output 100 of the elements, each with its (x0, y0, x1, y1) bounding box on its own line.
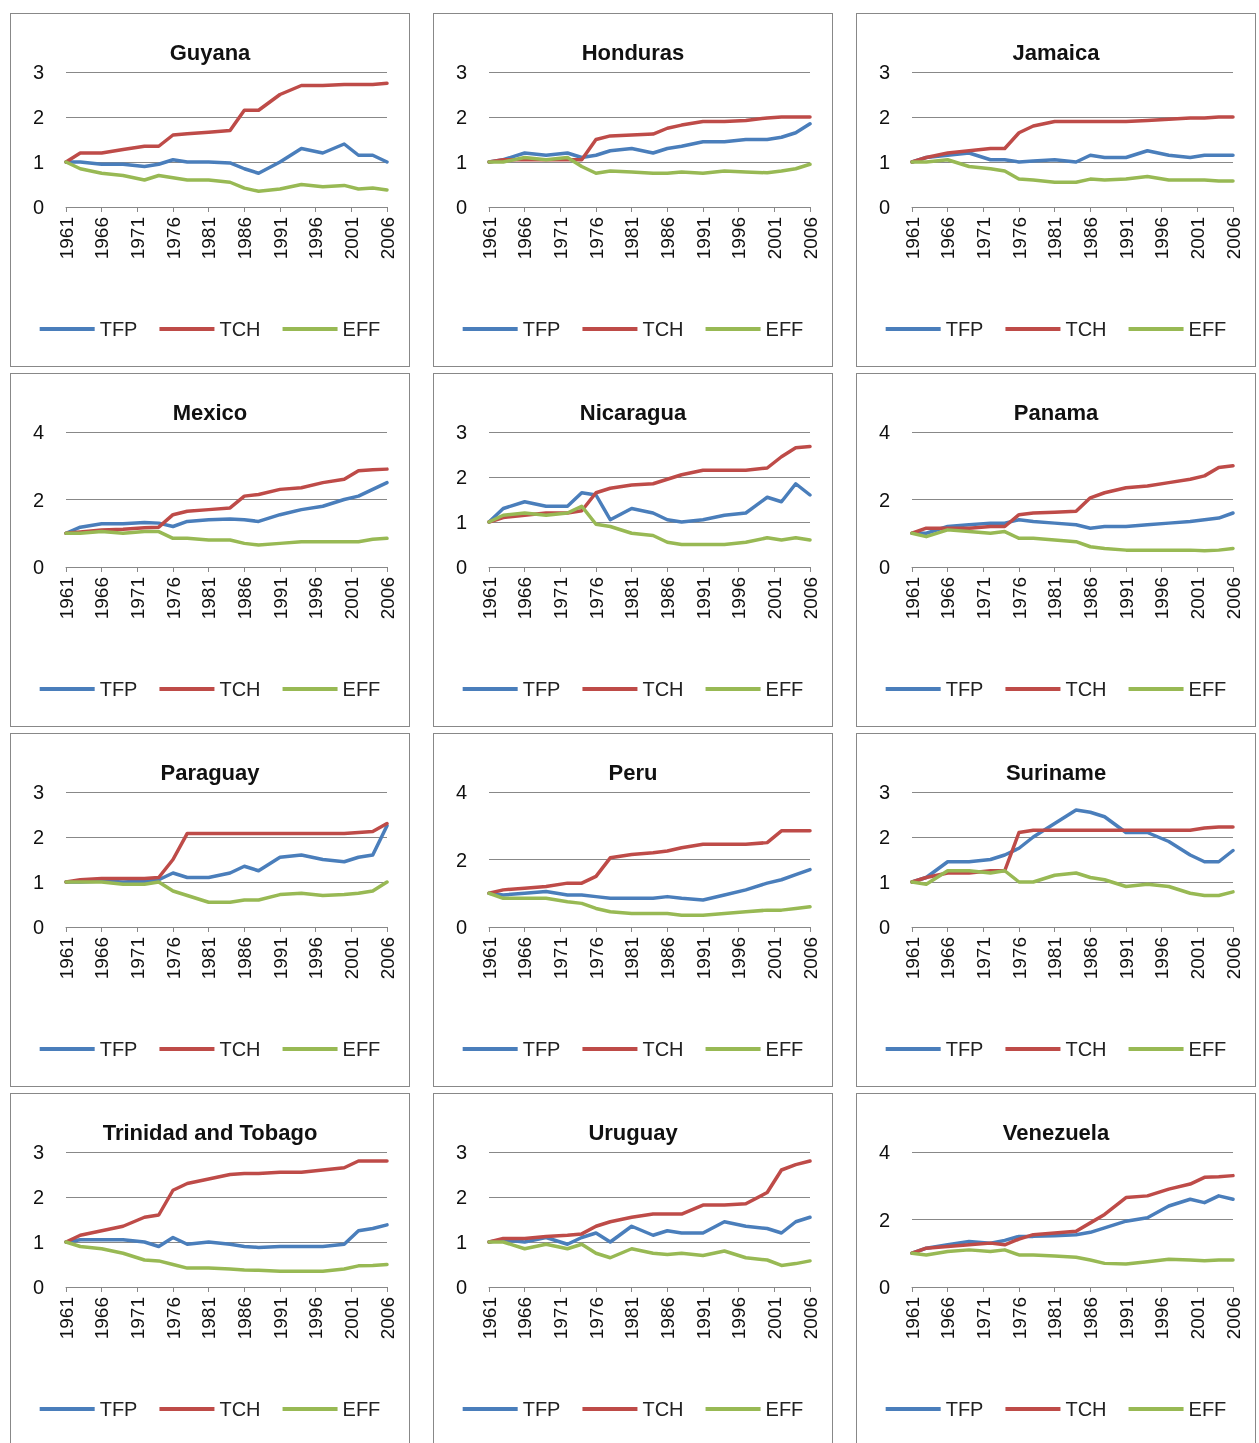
x-tick-label: 1971 (549, 577, 571, 620)
x-tick-label: 2006 (799, 217, 821, 260)
x-tick-label: 1996 (728, 937, 750, 980)
x-tick-label: 1981 (621, 1297, 643, 1340)
x-tick-label: 2001 (1186, 937, 1208, 980)
x-tick-label: 1991 (692, 1297, 714, 1340)
x-tick-label: 1991 (692, 937, 714, 980)
x-tick-label: 1986 (233, 1297, 255, 1340)
y-tick-label: 3 (878, 61, 890, 83)
y-tick-label: 2 (878, 106, 890, 128)
x-tick-label: 2006 (799, 577, 821, 620)
x-tick-label: 1966 (514, 577, 536, 620)
x-tick-label: 1981 (1044, 1297, 1066, 1340)
x-tick-label: 1976 (585, 577, 607, 620)
x-tick-label: 1996 (305, 937, 327, 980)
x-tick-label: 1986 (1079, 1297, 1101, 1340)
y-tick-label: 0 (455, 916, 467, 938)
y-tick-label: 1 (32, 1231, 44, 1253)
y-tick-label: 3 (878, 781, 890, 803)
x-tick-label: 2006 (376, 1297, 398, 1340)
x-tick-label: 2001 (340, 217, 362, 260)
line-series (64, 529, 389, 547)
x-tick-label: 1971 (126, 577, 148, 620)
x-tick-label: 1961 (478, 577, 500, 620)
x-tick-label: 1996 (1151, 937, 1173, 980)
x-tick-label: 1966 (91, 217, 113, 260)
legend-label: TCH (219, 1398, 261, 1420)
y-tick-label: 0 (878, 556, 890, 578)
line-series (910, 1248, 1235, 1266)
x-tick-label: 1991 (692, 217, 714, 260)
x-tick-label: 1976 (585, 217, 607, 260)
x-tick-label: 1966 (937, 217, 959, 260)
x-tick-label: 1971 (126, 1297, 148, 1340)
x-tick-label: 1986 (233, 577, 255, 620)
x-tick-label: 1991 (1115, 1297, 1137, 1340)
y-tick-label: 2 (32, 488, 44, 511)
legend-label: EFF (1188, 1398, 1227, 1420)
y-tick-label: 0 (455, 556, 467, 578)
x-tick-label: 2001 (340, 937, 362, 980)
x-tick-label: 1986 (233, 937, 255, 980)
line-series (64, 81, 389, 164)
line-series (910, 158, 1235, 184)
y-tick-label: 4 (455, 781, 467, 803)
line-series (64, 1159, 389, 1244)
y-tick-label: 1 (878, 871, 890, 893)
legend-label: TFP (945, 678, 984, 700)
line-series (487, 891, 812, 917)
x-tick-label: 1996 (1151, 577, 1173, 620)
x-tick-label: 1971 (972, 1297, 994, 1340)
legend-label: TFP (99, 678, 138, 700)
x-tick-label: 2001 (763, 577, 785, 620)
x-tick-label: 1991 (1115, 217, 1137, 260)
x-tick-label: 1971 (549, 217, 571, 260)
x-tick-label: 1981 (1044, 217, 1066, 260)
y-tick-label: 2 (455, 1186, 467, 1208)
legend-label: TFP (99, 318, 138, 340)
y-tick-label: 2 (878, 1208, 890, 1231)
x-tick-label: 1966 (937, 1297, 959, 1340)
x-tick-label: 1961 (901, 937, 923, 980)
x-tick-label: 1971 (549, 1297, 571, 1340)
x-tick-label: 1971 (126, 217, 148, 260)
x-tick-label: 1996 (728, 1297, 750, 1340)
y-tick-label: 2 (455, 106, 467, 128)
x-tick-label: 1961 (55, 1297, 77, 1340)
chart-title: Peru (608, 759, 658, 785)
legend-label: EFF (1188, 678, 1227, 700)
x-tick-label: 2001 (763, 1297, 785, 1340)
legend-label: TCH (1065, 678, 1107, 700)
legend-label: TFP (945, 1398, 984, 1420)
x-tick-label: 2006 (1222, 577, 1244, 620)
x-tick-label: 2001 (763, 217, 785, 260)
x-tick-label: 1961 (55, 217, 77, 260)
x-tick-label: 1996 (305, 577, 327, 620)
x-tick-label: 1971 (549, 937, 571, 980)
x-tick-label: 1961 (55, 577, 77, 620)
legend-label: TFP (945, 1038, 984, 1060)
legend-label: EFF (342, 318, 381, 340)
legend-label: TCH (1065, 1398, 1107, 1420)
line-series (487, 155, 812, 175)
legend-label: EFF (342, 1038, 381, 1060)
legend-label: TFP (945, 318, 984, 340)
x-tick-label: 1981 (198, 577, 220, 620)
x-tick-label: 1961 (55, 937, 77, 980)
legend-label: EFF (765, 318, 804, 340)
x-tick-label: 1991 (269, 937, 291, 980)
x-tick-label: 1981 (198, 1297, 220, 1340)
chart-title: Nicaragua (579, 399, 687, 425)
x-tick-label: 1976 (1008, 937, 1030, 980)
x-tick-label: 1991 (269, 1297, 291, 1340)
x-tick-label: 1981 (621, 217, 643, 260)
x-tick-label: 1991 (1115, 577, 1137, 620)
x-tick-label: 1966 (514, 217, 536, 260)
x-tick-label: 1996 (1151, 217, 1173, 260)
y-tick-label: 3 (32, 1141, 44, 1163)
y-tick-label: 0 (32, 556, 44, 578)
legend-label: TCH (1065, 318, 1107, 340)
x-tick-label: 1981 (1044, 937, 1066, 980)
legend-label: TCH (642, 1398, 684, 1420)
x-tick-label: 2006 (1222, 217, 1244, 260)
y-tick-label: 3 (32, 781, 44, 803)
